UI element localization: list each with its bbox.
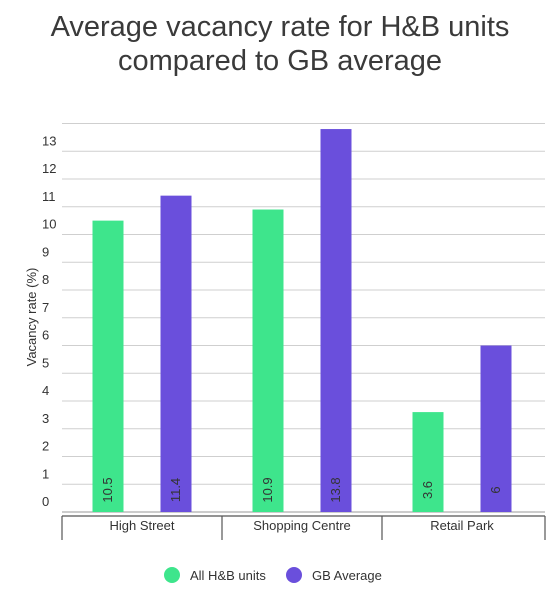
y-tick-label: 9 — [42, 244, 49, 259]
y-tick-label: 8 — [42, 272, 49, 287]
gridlines — [62, 123, 545, 513]
y-axis-title: Vacancy rate (%) — [24, 268, 39, 367]
bar-hb-units — [92, 220, 124, 512]
bar-gb-average — [480, 345, 512, 512]
x-category-label: Retail Park — [430, 518, 494, 533]
legend-label: All H&B units — [190, 568, 266, 583]
y-tick-label: 13 — [42, 133, 56, 148]
bar-value-label: 11.4 — [168, 478, 183, 502]
bar-hb-units — [412, 412, 444, 512]
y-tick-label: 7 — [42, 300, 49, 315]
bar-gb-average — [320, 129, 352, 513]
legend: All H&B units GB Average — [164, 567, 382, 583]
y-tick-label: 0 — [42, 494, 49, 509]
y-tick-label: 4 — [42, 383, 49, 398]
bars — [92, 129, 512, 513]
y-tick-label: 12 — [42, 161, 56, 176]
y-tick-label: 10 — [42, 217, 56, 232]
x-category-label: High Street — [109, 518, 174, 533]
bar-value-label: 13.8 — [328, 477, 343, 502]
bar-value-labels: 10.5 11.4 10.9 13.8 3.6 6 — [100, 477, 503, 502]
bar-value-label: 10.5 — [100, 477, 115, 502]
y-tick-label: 6 — [42, 328, 49, 343]
legend-swatch — [164, 567, 180, 583]
y-tick-label: 11 — [42, 189, 56, 204]
bar-gb-average — [160, 195, 192, 512]
x-axis: High Street Shopping Centre Retail Park — [61, 515, 546, 540]
y-tick-label: 2 — [42, 439, 49, 454]
legend-label: GB Average — [312, 568, 382, 583]
y-tick-label: 1 — [42, 466, 49, 481]
bar-hb-units — [252, 209, 284, 512]
chart-title: Average vacancy rate for H&B units compa… — [50, 11, 510, 77]
x-category-label: Shopping Centre — [253, 518, 351, 533]
bar-value-label: 10.9 — [260, 477, 275, 502]
legend-swatch — [286, 567, 302, 583]
y-tick-label: 5 — [42, 355, 49, 370]
bar-value-label: 6 — [488, 486, 503, 493]
y-tick-label: 3 — [42, 411, 49, 426]
bar-value-label: 3.6 — [420, 481, 435, 499]
